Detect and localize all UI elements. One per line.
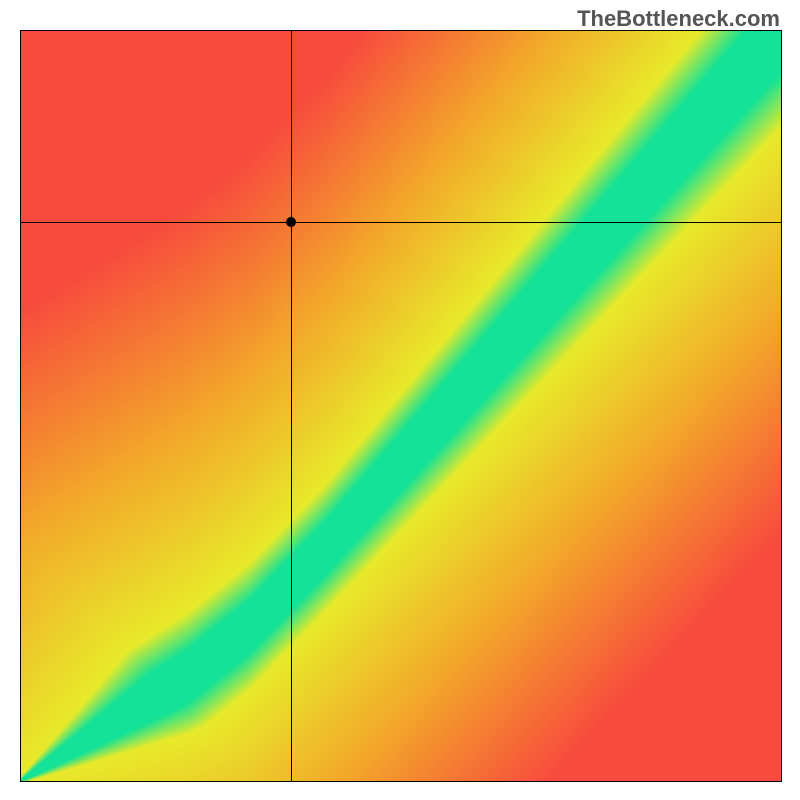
heatmap-canvas [21,31,781,781]
crosshair-vertical [291,31,292,781]
watermark: TheBottleneck.com [577,6,780,32]
heatmap-plot [20,30,782,782]
crosshair-marker [286,217,296,227]
crosshair-horizontal [21,222,781,223]
